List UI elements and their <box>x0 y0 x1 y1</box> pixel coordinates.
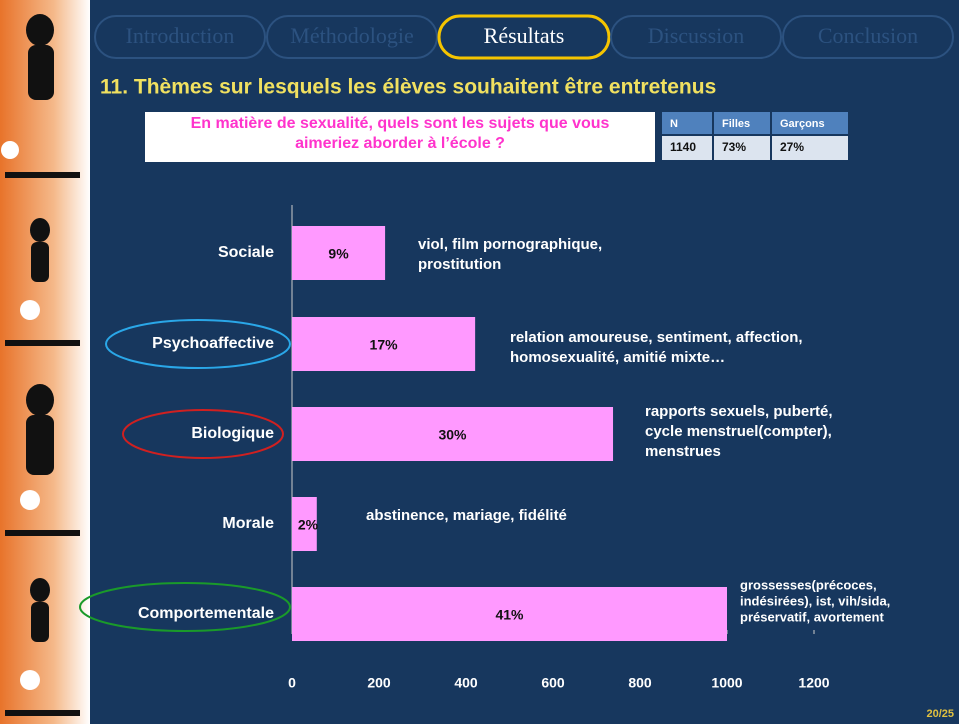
nav-item[interactable]: Introduction <box>126 23 235 48</box>
category-label: Sociale <box>218 244 274 261</box>
x-tick-label: 1000 <box>711 675 742 691</box>
annotation: prostitution <box>418 256 501 273</box>
value-label: 30% <box>438 427 467 443</box>
annotation: grossesses(précoces, <box>740 577 877 592</box>
nav-item[interactable]: Résultats <box>484 23 565 48</box>
value-label: 17% <box>370 337 399 353</box>
question: En matière de sexualité, quels sont les … <box>145 114 655 154</box>
x-tick-label: 200 <box>367 675 391 691</box>
x-tick-label: 800 <box>628 675 652 691</box>
annotation: cycle menstruel(compter), <box>645 423 832 440</box>
table-header: Filles <box>722 118 750 130</box>
category-label: Psychoaffective <box>152 335 274 352</box>
annotation: viol, film pornographique, <box>418 236 602 253</box>
annotation: rapports sexuels, puberté, <box>645 403 833 420</box>
table: N 1140 Filles 73% Garçons 27% <box>662 112 848 160</box>
table-header: N <box>670 118 678 130</box>
value-label: 9% <box>328 246 349 262</box>
x-tick-label: 0 <box>288 675 296 691</box>
annotation: menstrues <box>645 443 721 460</box>
nav-item[interactable]: Méthodologie <box>290 23 413 48</box>
x-tick-label: 400 <box>454 675 478 691</box>
value-label: 2% <box>298 517 319 533</box>
annotation: préservatif, avortement <box>740 609 884 624</box>
category-label: Biologique <box>191 425 274 442</box>
x-tick-label: 600 <box>541 675 565 691</box>
page-number: 20/25 <box>926 708 954 720</box>
question-wrap: En matière de sexualité, quels sont les … <box>145 114 655 162</box>
value-label: 41% <box>495 607 524 623</box>
table-cell: 27% <box>780 140 804 154</box>
category-label: Comportementale <box>138 605 274 622</box>
chart-title: 11. Thèmes sur lesquels les élèves souha… <box>100 76 716 99</box>
nav-item[interactable]: Conclusion <box>818 23 918 48</box>
x-tick-label: 1200 <box>798 675 829 691</box>
annotation: relation amoureuse, sentiment, affection… <box>510 329 803 346</box>
slide: Introduction Méthodologie Résultats Discuss… <box>0 0 959 724</box>
annotation: indésirées), ist, vih/sida, <box>740 593 890 608</box>
table-cell: 1140 <box>670 140 696 154</box>
category-label: Morale <box>222 515 274 532</box>
annotation: abstinence, mariage, fidélité <box>366 507 567 524</box>
nav-item[interactable]: Discussion <box>648 23 745 48</box>
table-cell: 73% <box>722 140 746 154</box>
table-header: Garçons <box>780 118 825 130</box>
annotation: homosexualité, amitié mixte… <box>510 349 725 366</box>
